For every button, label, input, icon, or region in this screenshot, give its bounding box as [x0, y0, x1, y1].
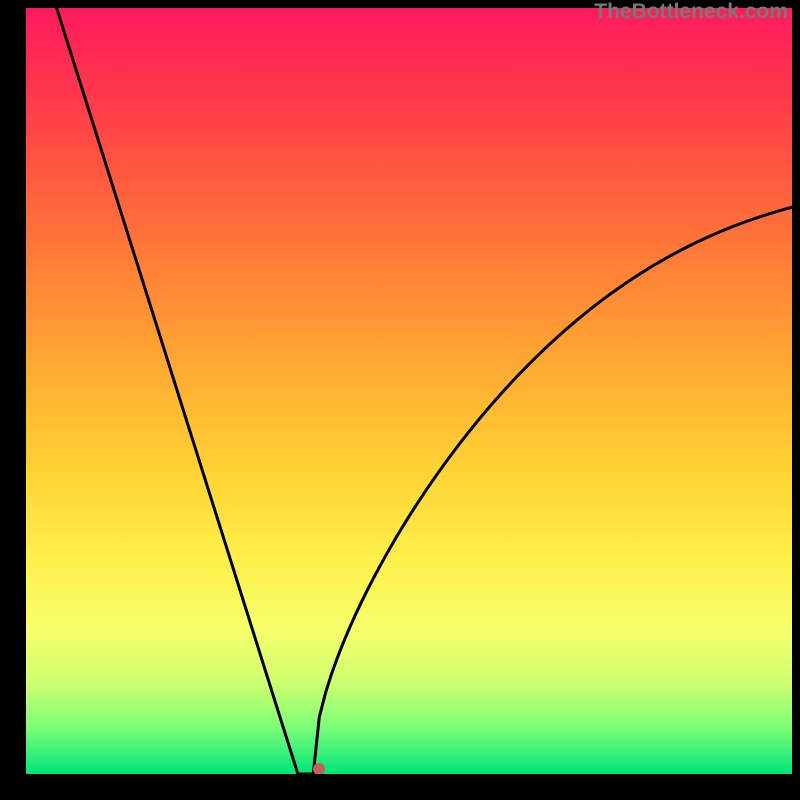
plot-area — [26, 8, 792, 774]
watermark-text: TheBottleneck.com — [594, 0, 788, 24]
border-right — [792, 0, 800, 800]
chart-frame: TheBottleneck.com — [0, 0, 800, 800]
bottleneck-curve — [26, 8, 792, 774]
border-left — [0, 0, 26, 800]
border-bottom — [0, 774, 800, 800]
optimum-marker-icon — [313, 763, 325, 774]
